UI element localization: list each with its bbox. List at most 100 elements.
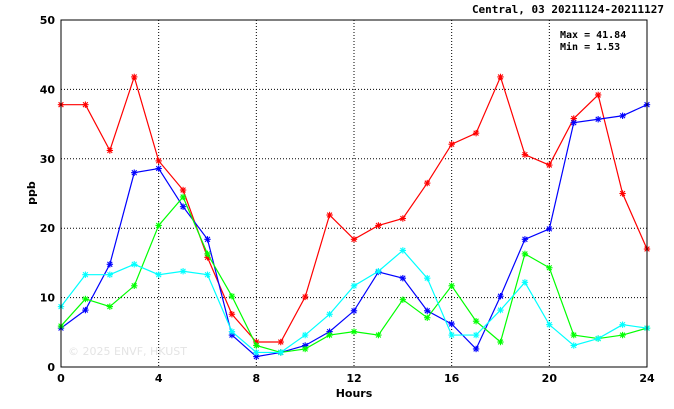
data-point [277,338,284,346]
data-point [448,331,455,339]
data-point [399,296,407,303]
data-point [106,303,114,310]
data-point [399,274,407,282]
watermark: © 2025 ENVF, HKUST [68,345,187,358]
data-point [155,222,162,229]
data-point [521,236,529,243]
data-point [350,282,358,290]
data-point [326,211,333,219]
axis-ticks: 0 4 8 12 16 20 24 0 10 20 30 40 50 [40,14,655,385]
data-point [155,157,162,165]
data-point [497,73,504,81]
data-point [131,73,138,81]
data-point [253,353,260,360]
data-point [106,271,114,278]
data-point [301,345,309,353]
data-point [424,307,431,314]
data-point [472,129,480,137]
plot-frame [60,19,648,368]
chart-title: Central, 03 20211124-20211127 [472,3,664,16]
y-tick-label: 50 [40,14,56,27]
data-point [375,222,382,229]
x-axis-title: Hours [336,387,373,400]
x-tick-label: 0 [57,372,65,385]
data-point [179,193,187,201]
data-point [399,247,407,254]
x-tick-label: 16 [444,372,460,385]
data-point [424,179,431,187]
y-tick-label: 40 [40,83,56,96]
series-layer [57,73,651,360]
data-point [155,271,162,278]
data-point [253,349,260,356]
data-point [350,236,358,243]
data-point [204,250,211,258]
data-point [204,236,211,243]
data-point [375,268,382,275]
x-tick-label: 24 [639,372,655,385]
x-tick-label: 4 [155,372,163,385]
data-point [326,331,333,339]
data-point [497,306,504,314]
data-point [301,331,309,339]
data-point [619,112,626,119]
data-point [131,169,138,176]
data-point [179,186,187,194]
data-point [448,282,455,290]
data-point [106,261,114,268]
data-point [375,331,382,339]
x-tick-label: 20 [542,372,558,385]
data-point [472,345,480,353]
y-tick-label: 30 [40,153,56,166]
data-point [570,115,577,122]
data-point [301,293,309,301]
data-point [546,161,553,169]
y-axis-title: ppb [25,181,38,205]
data-point [155,165,162,172]
data-point [521,250,529,258]
data-point [546,225,553,233]
data-point [326,311,333,318]
data-point [204,271,211,278]
data-point [448,141,455,148]
data-point [594,116,602,123]
data-point [619,331,626,339]
data-point [179,268,187,275]
data-point [570,119,577,126]
data-point [131,261,138,268]
x-tick-label: 8 [253,372,261,385]
data-point [424,274,431,282]
grid-lines [61,20,647,367]
data-point [131,282,138,290]
data-point [497,293,504,300]
data-point [472,317,480,325]
y-tick-label: 10 [40,292,56,305]
data-point [228,311,236,318]
data-point [350,307,358,314]
y-tick-label: 20 [40,222,56,235]
data-point [82,101,89,108]
data-point [619,190,626,197]
data-point [82,295,89,303]
data-point [594,91,602,99]
data-point [497,338,504,346]
data-point [253,342,260,349]
y-tick-label: 0 [47,361,55,374]
data-point [399,215,407,222]
data-point [448,320,455,328]
data-point [619,321,626,328]
data-point [521,279,529,286]
data-point [106,147,114,154]
data-point [570,342,577,349]
data-point [546,321,553,328]
stat-min: Min = 1.53 [560,41,620,53]
data-point [594,335,602,342]
data-point [228,293,236,300]
data-point [350,328,358,335]
stat-max: Max = 41.84 [560,30,626,41]
data-point [82,306,89,314]
data-point [277,349,284,356]
data-point [521,151,529,158]
